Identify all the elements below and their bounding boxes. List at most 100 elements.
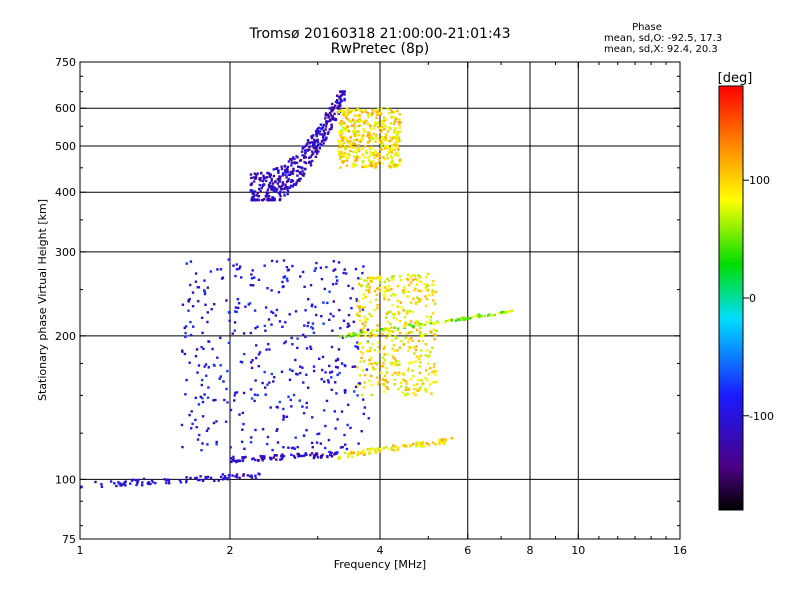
echo-point	[393, 131, 396, 134]
echo-point	[319, 123, 323, 126]
echo-point	[120, 483, 124, 487]
echo-point	[264, 195, 267, 198]
echo-point	[270, 179, 273, 183]
echo-point	[299, 275, 302, 278]
echo-point	[424, 376, 427, 380]
echo-point	[338, 140, 342, 143]
echo-point	[332, 315, 335, 318]
echo-point	[328, 318, 331, 321]
echo-point	[328, 128, 331, 131]
echo-point	[266, 198, 269, 202]
echo-point	[322, 322, 325, 325]
echo-point	[234, 475, 237, 478]
echo-point	[302, 381, 305, 384]
echo-point	[251, 269, 254, 272]
echo-point	[249, 189, 252, 192]
echo-point	[257, 353, 261, 356]
echo-point	[250, 277, 254, 280]
echo-point	[381, 378, 385, 381]
echo-point	[450, 436, 453, 440]
echo-point	[233, 394, 236, 397]
echo-point	[387, 279, 391, 282]
echo-point	[376, 303, 379, 307]
echo-point	[312, 134, 315, 137]
echo-point	[275, 308, 279, 312]
echo-point	[334, 381, 337, 384]
echo-point	[264, 386, 267, 389]
echo-point	[379, 141, 382, 144]
echo-point	[282, 407, 285, 411]
echo-point	[412, 325, 415, 328]
echo-point	[390, 151, 393, 154]
echo-point	[252, 284, 255, 287]
echo-point	[284, 170, 287, 174]
echo-point	[339, 135, 342, 139]
echo-point	[396, 305, 399, 308]
echo-point	[404, 290, 407, 294]
echo-point	[229, 408, 233, 412]
echo-point	[417, 324, 420, 327]
echo-point	[212, 363, 216, 367]
echo-point	[253, 309, 257, 312]
echo-point	[250, 366, 254, 370]
echo-point	[279, 185, 283, 189]
echo-point	[412, 297, 415, 301]
echo-point	[319, 127, 323, 130]
echo-point	[312, 456, 316, 460]
echo-point	[406, 273, 410, 276]
echo-point	[386, 352, 389, 356]
echo-point	[315, 313, 318, 317]
echo-point	[391, 144, 394, 147]
echo-point	[301, 154, 304, 157]
echo-point	[287, 160, 291, 163]
echo-point	[286, 168, 289, 172]
echo-point	[286, 170, 289, 174]
echo-point	[404, 323, 407, 326]
phase-stats-x-mode: mean, sd,X: 92.4, 20.3	[604, 44, 718, 55]
echo-point	[268, 175, 271, 178]
echo-point	[203, 393, 206, 396]
echo-point	[406, 295, 410, 298]
echo-point	[339, 327, 342, 330]
x-tick-label: 2	[227, 544, 234, 557]
echo-point	[396, 448, 399, 452]
echo-point	[426, 379, 429, 382]
echo-point	[339, 94, 343, 98]
echo-point	[380, 371, 383, 375]
echo-point	[324, 113, 328, 117]
echo-point	[319, 142, 322, 145]
echo-point	[429, 350, 432, 354]
echo-point	[389, 108, 392, 111]
echo-point	[386, 157, 389, 160]
echo-point	[397, 136, 400, 139]
echo-point	[398, 346, 402, 349]
echo-point	[280, 457, 284, 461]
echo-point	[368, 164, 372, 167]
echo-point	[394, 371, 397, 375]
echo-point	[200, 345, 203, 349]
echo-point	[421, 383, 424, 386]
echo-point	[256, 325, 259, 328]
echo-point	[347, 118, 350, 121]
echo-point	[372, 368, 375, 371]
echo-point	[218, 377, 221, 380]
echo-point	[359, 277, 362, 280]
echo-point	[285, 277, 289, 280]
echo-point	[357, 335, 360, 338]
echo-point	[410, 324, 413, 327]
echo-point	[361, 322, 364, 325]
echo-point	[356, 345, 359, 349]
echo-point	[309, 155, 312, 159]
echo-point	[369, 134, 372, 137]
echo-point	[397, 310, 400, 313]
echo-point	[324, 424, 327, 428]
echo-point	[355, 133, 358, 137]
echo-point	[323, 139, 326, 142]
echo-point	[339, 166, 342, 169]
echo-point	[303, 155, 306, 158]
echo-point	[352, 332, 355, 335]
echo-point	[366, 448, 369, 451]
echo-point	[390, 137, 394, 140]
echo-point	[276, 441, 280, 444]
echo-point	[365, 368, 369, 371]
